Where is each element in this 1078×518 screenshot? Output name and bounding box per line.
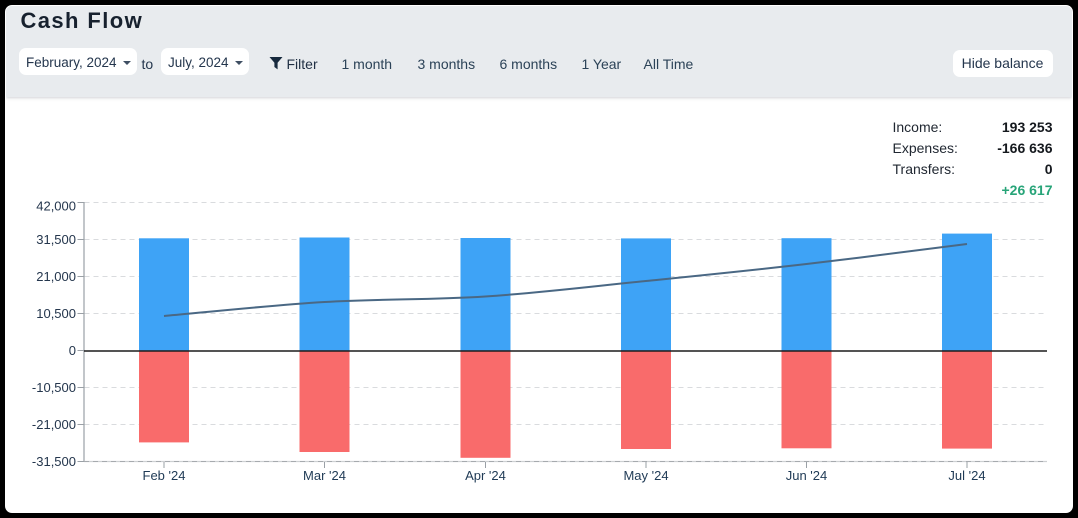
svg-text:May '24: May '24 — [623, 468, 668, 483]
svg-text:Feb '24: Feb '24 — [143, 468, 186, 483]
svg-text:-31,500: -31,500 — [32, 454, 76, 469]
svg-text:0: 0 — [69, 343, 76, 358]
svg-text:Mar '24: Mar '24 — [303, 468, 346, 483]
svg-text:31,500: 31,500 — [36, 232, 76, 247]
svg-text:Jun '24: Jun '24 — [786, 468, 828, 483]
svg-text:Jul '24: Jul '24 — [948, 468, 985, 483]
svg-text:Apr '24: Apr '24 — [465, 468, 506, 483]
svg-text:-21,000: -21,000 — [32, 417, 76, 432]
svg-text:21,000: 21,000 — [36, 269, 76, 284]
svg-text:42,000: 42,000 — [36, 199, 76, 214]
svg-text:-10,500: -10,500 — [32, 380, 76, 395]
svg-text:10,500: 10,500 — [36, 306, 76, 321]
